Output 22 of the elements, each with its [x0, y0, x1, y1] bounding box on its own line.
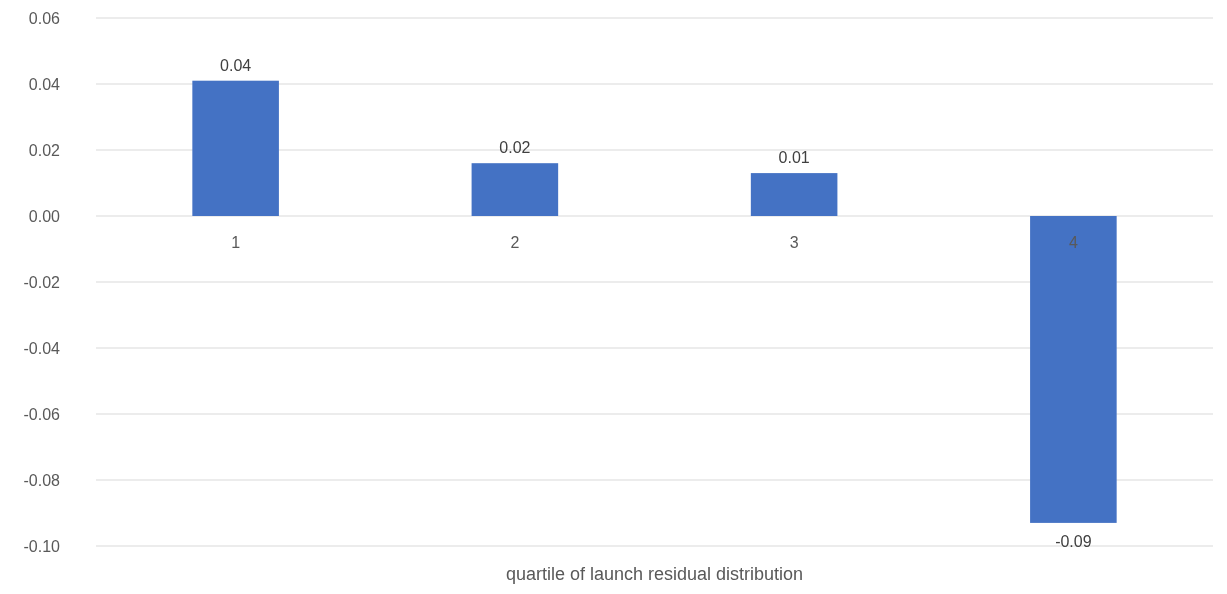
y-tick-label: -0.04	[23, 339, 61, 357]
x-axis-title: quartile of launch residual distribution	[505, 564, 804, 584]
x-tick-label: 2	[510, 234, 520, 251]
y-tick-label: -0.06	[23, 405, 61, 423]
y-tick-label: 0.00	[28, 207, 61, 225]
data-label: 0.04	[220, 56, 252, 74]
y-tick-label: 0.02	[28, 141, 61, 159]
bar	[1030, 216, 1117, 523]
bar	[750, 173, 838, 216]
x-tick-label: 4	[1068, 234, 1078, 251]
data-label: -0.09	[1055, 532, 1092, 550]
data-label: 0.02	[499, 139, 531, 157]
y-tick-label: -0.08	[23, 471, 61, 489]
bar	[471, 163, 559, 216]
x-tick-label: 3	[789, 234, 799, 251]
data-label: 0.01	[778, 149, 810, 167]
y-tick-label: 0.06	[28, 9, 61, 27]
bar	[192, 80, 279, 216]
x-tick-label: 1	[231, 234, 241, 251]
y-tick-label: -0.10	[23, 537, 61, 555]
y-tick-label: 0.04	[28, 75, 61, 93]
y-tick-label: -0.02	[23, 273, 61, 291]
